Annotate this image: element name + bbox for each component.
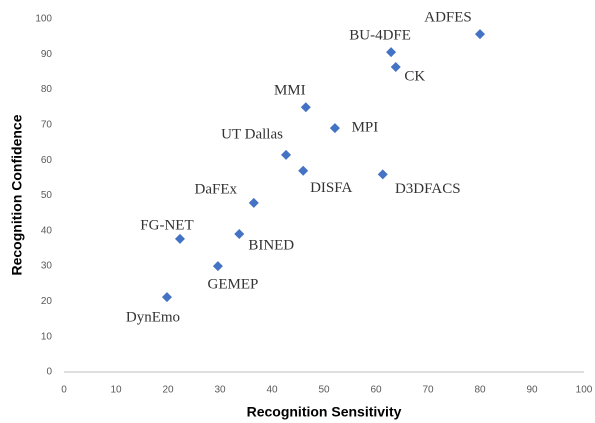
x-tick-label: 80: [474, 385, 486, 396]
point-label: BU-4DFE: [349, 28, 411, 44]
y-tick-label: 30: [41, 261, 53, 272]
point: [234, 228, 245, 239]
x-tick-label: 30: [214, 385, 226, 396]
point-label: ADFES: [424, 10, 472, 26]
point: [212, 261, 223, 272]
point: [298, 165, 309, 176]
x-axis-title: Recognition Sensitivity: [247, 404, 402, 420]
x-tick-label: 20: [162, 385, 174, 396]
point: [390, 62, 401, 73]
point-label: DynEmo: [126, 310, 180, 326]
y-tick-label: 70: [41, 120, 53, 131]
point: [161, 292, 172, 303]
y-tick-label: 80: [41, 84, 53, 95]
point-label: GEMEP: [207, 277, 258, 293]
point-label: DISFA: [310, 180, 352, 196]
point: [377, 169, 388, 180]
point-label: DaFEx: [195, 181, 238, 197]
x-tick-label: 50: [318, 385, 330, 396]
x-tick-label: 70: [422, 385, 434, 396]
point-label: FG-NET: [140, 217, 193, 233]
y-tick-label: 20: [41, 296, 53, 307]
x-tick-label: 90: [526, 385, 538, 396]
x-tick-label: 10: [110, 385, 122, 396]
point-label: MPI: [352, 120, 379, 136]
y-tick-label: 10: [41, 331, 53, 342]
y-tick-label: 50: [41, 190, 53, 201]
point: [281, 149, 292, 160]
point-label: D3DFACS: [395, 181, 461, 197]
point: [248, 197, 259, 208]
x-tick-label: 40: [266, 385, 278, 396]
y-tick-label: 0: [46, 367, 52, 378]
point: [386, 47, 397, 58]
point-label: BINED: [248, 237, 294, 253]
point: [475, 29, 485, 40]
point: [329, 123, 340, 134]
y-tick-label: 60: [41, 155, 53, 166]
x-tick-label: 0: [61, 385, 67, 396]
x-tick-label: 100: [576, 385, 593, 396]
point: [300, 102, 311, 113]
x-tick-label: 60: [370, 385, 382, 396]
y-tick-label: 40: [41, 225, 53, 236]
point: [174, 233, 185, 244]
point-label: MMI: [274, 83, 306, 99]
y-axis-title: Recognition Confidence: [9, 114, 25, 275]
y-tick-label: 100: [35, 14, 52, 25]
point-label: CK: [404, 68, 425, 84]
point-label: UT Dallas: [221, 126, 283, 142]
y-tick-label: 90: [41, 49, 53, 60]
